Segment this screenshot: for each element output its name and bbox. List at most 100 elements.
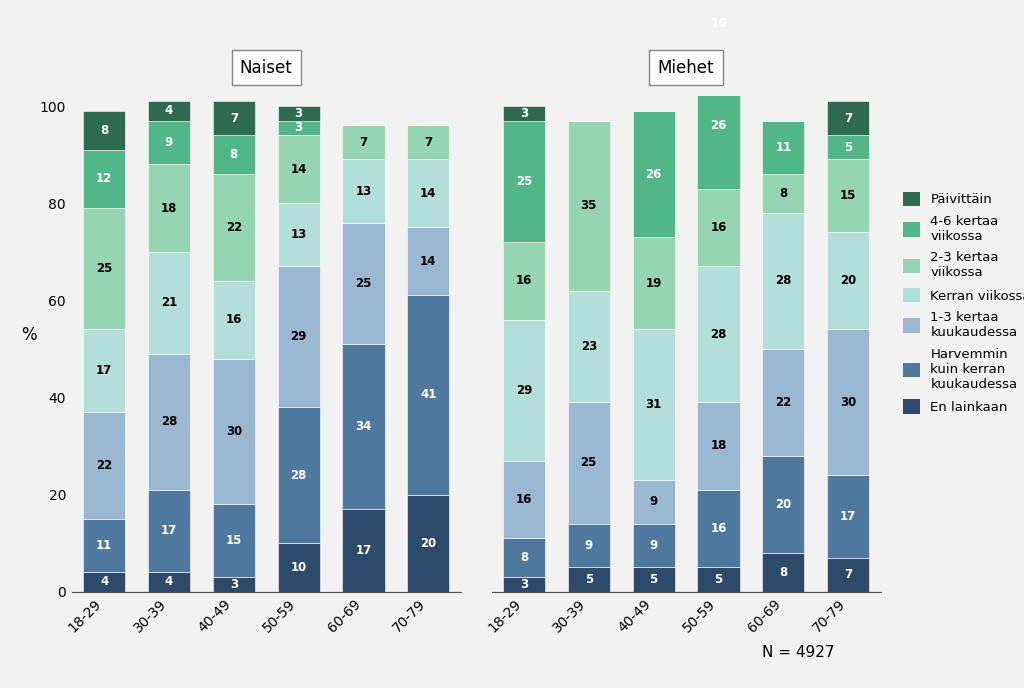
- Bar: [83, 572, 125, 592]
- Text: 14: 14: [420, 255, 436, 268]
- Bar: [213, 135, 255, 174]
- Bar: [633, 237, 675, 330]
- Text: 5: 5: [715, 573, 723, 586]
- Text: 16: 16: [711, 17, 727, 30]
- Text: 25: 25: [96, 262, 113, 275]
- Text: 25: 25: [355, 277, 372, 290]
- Bar: [83, 208, 125, 330]
- Text: 22: 22: [225, 221, 242, 234]
- Text: 18: 18: [161, 202, 177, 215]
- Bar: [567, 568, 610, 592]
- Bar: [503, 242, 545, 320]
- Bar: [633, 524, 675, 568]
- Text: 13: 13: [291, 228, 307, 241]
- Text: 8: 8: [779, 566, 787, 579]
- Text: 7: 7: [229, 111, 238, 125]
- Bar: [503, 320, 545, 460]
- Bar: [827, 233, 869, 330]
- Text: 17: 17: [355, 544, 372, 557]
- Bar: [633, 330, 675, 480]
- Text: 16: 16: [516, 275, 532, 288]
- Text: 19: 19: [645, 277, 662, 290]
- Text: 25: 25: [516, 175, 532, 188]
- Bar: [503, 460, 545, 538]
- Bar: [147, 572, 190, 592]
- Bar: [147, 354, 190, 490]
- Bar: [147, 164, 190, 252]
- Bar: [697, 402, 739, 490]
- Text: 30: 30: [225, 425, 242, 438]
- Bar: [408, 125, 450, 160]
- Text: 13: 13: [355, 184, 372, 197]
- Text: 9: 9: [585, 539, 593, 552]
- Bar: [213, 577, 255, 592]
- Bar: [567, 290, 610, 402]
- Text: 20: 20: [775, 497, 792, 510]
- Bar: [503, 577, 545, 592]
- Text: 3: 3: [520, 107, 528, 120]
- Bar: [408, 228, 450, 295]
- Text: 17: 17: [96, 364, 113, 377]
- Bar: [567, 402, 610, 524]
- Bar: [408, 495, 450, 592]
- Bar: [762, 553, 805, 592]
- Bar: [697, 189, 739, 266]
- Bar: [213, 174, 255, 281]
- Text: 22: 22: [96, 459, 113, 472]
- Bar: [278, 543, 319, 592]
- Text: 5: 5: [649, 573, 657, 586]
- Text: 16: 16: [711, 522, 727, 535]
- Bar: [827, 558, 869, 592]
- Bar: [213, 101, 255, 135]
- Bar: [83, 412, 125, 519]
- Text: 20: 20: [420, 537, 436, 550]
- Text: 31: 31: [645, 398, 662, 411]
- Bar: [83, 111, 125, 150]
- Bar: [762, 120, 805, 174]
- Text: 8: 8: [779, 187, 787, 200]
- Bar: [83, 150, 125, 208]
- Bar: [697, 490, 739, 568]
- Text: 18: 18: [711, 440, 727, 453]
- Bar: [762, 174, 805, 213]
- Bar: [278, 106, 319, 120]
- Bar: [827, 160, 869, 233]
- Bar: [213, 281, 255, 358]
- Bar: [697, 266, 739, 402]
- Text: 4: 4: [165, 575, 173, 588]
- Text: 3: 3: [229, 578, 238, 591]
- Bar: [408, 160, 450, 228]
- Bar: [342, 509, 385, 592]
- Bar: [762, 455, 805, 553]
- Text: 21: 21: [161, 297, 177, 309]
- Text: 22: 22: [775, 396, 792, 409]
- Text: 7: 7: [424, 136, 432, 149]
- Text: 34: 34: [355, 420, 372, 433]
- Text: 10: 10: [291, 561, 307, 574]
- Text: 26: 26: [711, 119, 727, 132]
- Text: 8: 8: [229, 148, 238, 161]
- Bar: [342, 160, 385, 223]
- Text: 25: 25: [581, 456, 597, 469]
- Bar: [567, 524, 610, 568]
- Text: 9: 9: [649, 539, 657, 552]
- Text: 8: 8: [100, 124, 109, 137]
- Text: 28: 28: [775, 275, 792, 288]
- Text: 4: 4: [165, 105, 173, 118]
- Bar: [147, 101, 190, 120]
- Text: 28: 28: [161, 415, 177, 428]
- Text: 17: 17: [161, 524, 177, 537]
- Bar: [633, 480, 675, 524]
- Text: 14: 14: [420, 187, 436, 200]
- Text: 11: 11: [96, 539, 113, 552]
- Bar: [697, 568, 739, 592]
- Text: 26: 26: [645, 167, 662, 180]
- Text: 23: 23: [581, 340, 597, 353]
- Text: 7: 7: [844, 111, 852, 125]
- Bar: [503, 538, 545, 577]
- Bar: [503, 120, 545, 242]
- Text: 9: 9: [165, 136, 173, 149]
- Bar: [827, 330, 869, 475]
- Text: 11: 11: [775, 141, 792, 154]
- Bar: [278, 135, 319, 203]
